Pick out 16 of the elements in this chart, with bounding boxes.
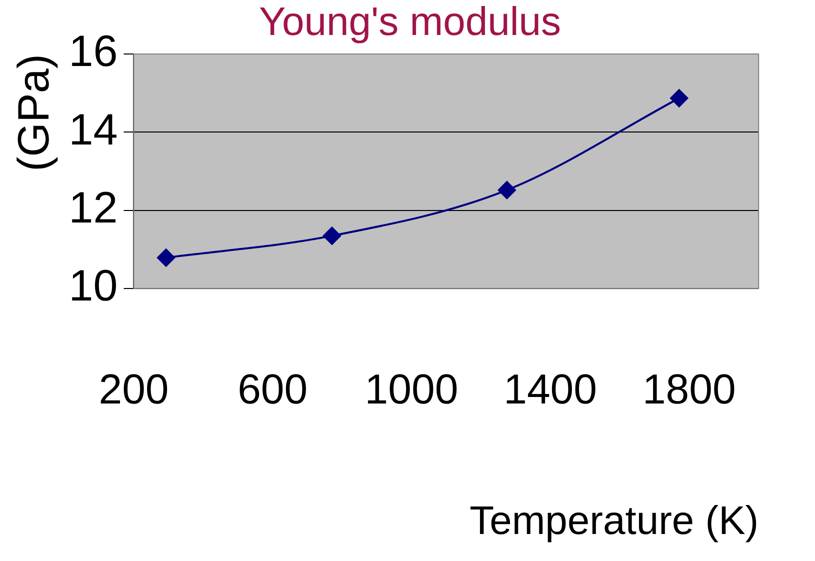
y-tick-label: 14 [68, 105, 118, 154]
y-tick-label: 10 [68, 262, 118, 311]
x-tick-label: 1000 [364, 365, 458, 412]
x-tick-label: 200 [98, 365, 169, 412]
y-tick-label: 12 [68, 184, 118, 233]
x-tick-label: 1800 [642, 365, 736, 412]
y-axis-title: (GPa) [10, 54, 59, 172]
x-tick-label: 1400 [504, 365, 598, 412]
chart-title: Young's modulus [259, 0, 561, 44]
point [670, 89, 688, 108]
x-tick-label: 600 [238, 365, 308, 412]
point [498, 181, 516, 200]
x-axis-title: Temperature (K) [470, 499, 759, 544]
y-tick-label: 16 [68, 27, 118, 76]
point [157, 248, 176, 267]
point [322, 226, 341, 245]
